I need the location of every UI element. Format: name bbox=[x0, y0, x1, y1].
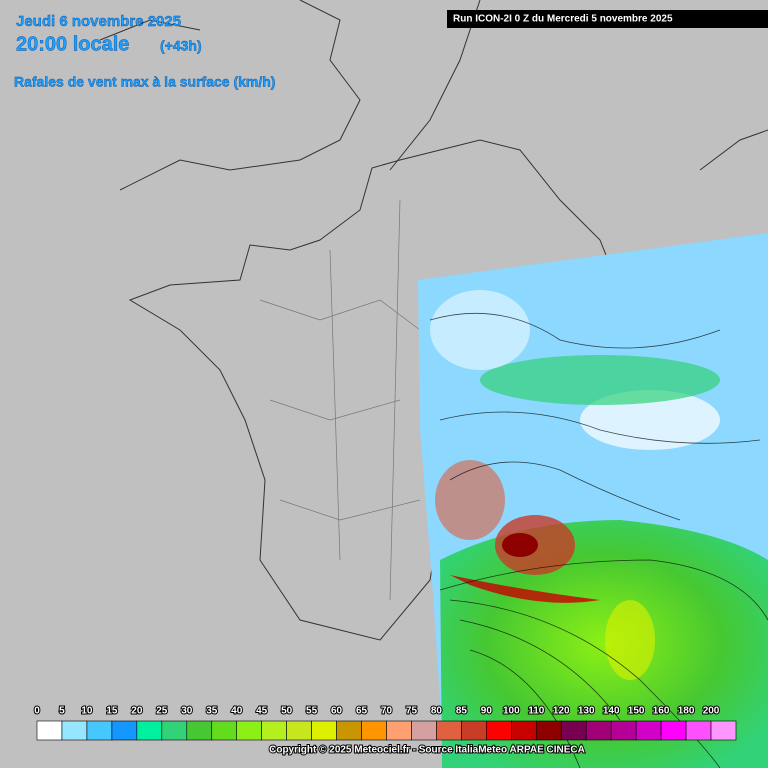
legend-label: 45 bbox=[256, 706, 268, 717]
field-area bbox=[435, 460, 505, 540]
legend-swatch bbox=[211, 720, 238, 741]
legend-label: 110 bbox=[528, 706, 545, 717]
legend-label: 140 bbox=[603, 706, 620, 717]
legend-label: 50 bbox=[281, 706, 293, 717]
streamlines bbox=[429, 312, 768, 768]
legend-swatch bbox=[585, 720, 612, 741]
legend-swatch bbox=[560, 720, 587, 741]
legend-swatch bbox=[660, 720, 687, 741]
sea-field bbox=[440, 520, 768, 768]
legend-label: 160 bbox=[653, 706, 670, 717]
legend-swatch bbox=[261, 720, 287, 741]
forecast-time: 20:00 locale bbox=[16, 33, 129, 55]
legend-label: 85 bbox=[456, 706, 468, 717]
legend-swatch bbox=[136, 720, 163, 741]
run-label: Run ICON-2I 0 Z du Mercredi 5 novembre 2… bbox=[453, 14, 673, 25]
legend-swatch bbox=[311, 720, 337, 741]
legend-label: 200 bbox=[703, 706, 720, 717]
legend-swatch bbox=[461, 720, 487, 741]
field-area bbox=[605, 600, 655, 680]
legend-swatch bbox=[486, 720, 512, 741]
model-field bbox=[418, 233, 768, 768]
legend-swatch bbox=[36, 720, 63, 741]
legend-label: 25 bbox=[156, 706, 168, 717]
legend-label: 30 bbox=[181, 706, 193, 717]
legend-swatch bbox=[710, 720, 737, 741]
legend-swatch bbox=[111, 720, 138, 741]
field-area bbox=[580, 390, 720, 450]
legend-swatch bbox=[635, 720, 662, 741]
legend-label: 130 bbox=[578, 706, 595, 717]
legend-label: 75 bbox=[406, 706, 418, 717]
field-area bbox=[430, 290, 530, 370]
parameter-title: Rafales de vent max à la surface (km/h) bbox=[14, 74, 275, 90]
legend-swatch bbox=[286, 720, 312, 741]
legend-swatch bbox=[86, 720, 113, 741]
legend-swatch bbox=[535, 720, 562, 741]
legend-label: 10 bbox=[81, 706, 93, 717]
legend-swatch bbox=[61, 720, 88, 741]
legend-swatch bbox=[161, 720, 188, 741]
legend-label: 20 bbox=[131, 706, 143, 717]
legend-swatch bbox=[436, 720, 462, 741]
legend-label: 0 bbox=[34, 706, 40, 717]
legend-swatch bbox=[186, 720, 213, 741]
legend-swatch bbox=[511, 720, 537, 741]
field-area bbox=[480, 355, 720, 405]
forecast-date: Jeudi 6 novembre 2025 bbox=[16, 13, 181, 30]
legend-label: 60 bbox=[331, 706, 343, 717]
forecast-lead: (+43h) bbox=[160, 38, 202, 54]
legend-label: 150 bbox=[628, 706, 645, 717]
legend-label: 80 bbox=[431, 706, 443, 717]
legend-label: 180 bbox=[678, 706, 695, 717]
legend-swatch bbox=[411, 720, 437, 741]
legend-swatch bbox=[361, 720, 387, 741]
legend-swatch bbox=[336, 720, 362, 741]
color-legend: 0 5 10 15 20 25 30 35 40 45 50 55 60 65 70 75 80 85 90 100 1… bbox=[33, 705, 737, 741]
legend-label: 90 bbox=[481, 706, 493, 717]
field-area bbox=[450, 575, 600, 603]
legend-swatch bbox=[610, 720, 637, 741]
legend-label: 100 bbox=[503, 706, 520, 717]
run-banner bbox=[447, 10, 768, 28]
legend-label: 40 bbox=[231, 706, 243, 717]
legend-swatch bbox=[685, 720, 712, 741]
legend-swatch bbox=[386, 720, 412, 741]
legend-swatch bbox=[236, 720, 262, 741]
legend-label: 5 bbox=[59, 706, 65, 717]
legend-label: 35 bbox=[206, 706, 218, 717]
legend-label: 65 bbox=[356, 706, 368, 717]
legend-label: 15 bbox=[106, 706, 118, 717]
copyright: Copyright © 2025 Meteociel.fr - Source I… bbox=[269, 745, 585, 756]
legend-label: 55 bbox=[306, 706, 318, 717]
regional-borders bbox=[259, 199, 421, 601]
legend-label: 120 bbox=[553, 706, 570, 717]
legend-label: 70 bbox=[381, 706, 393, 717]
field-area bbox=[502, 533, 538, 557]
